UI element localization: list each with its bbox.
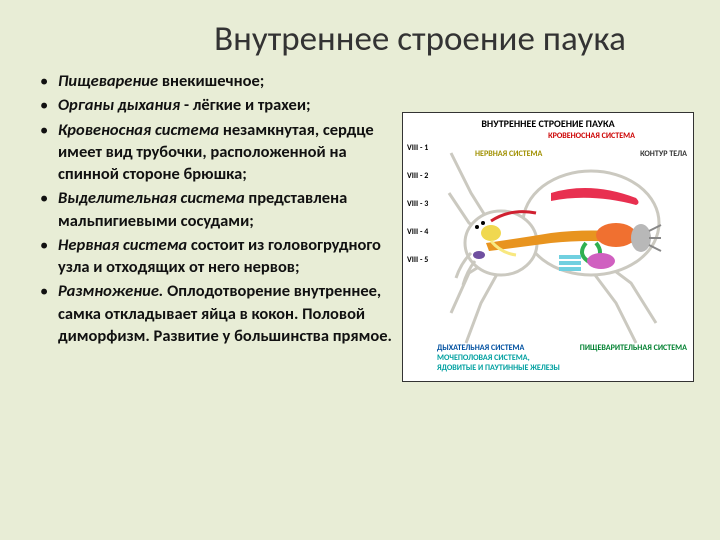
roman-4: VIII - 4 (407, 227, 428, 237)
content-row: Пищеварение внекишечное; Органы дыхания … (0, 70, 720, 382)
label-glands: ЯДОВИТЫЕ И ПАУТИННЫЕ ЖЕЛЕЗЫ (437, 363, 560, 373)
term: Размножение. (58, 281, 163, 301)
page-title: Внутреннее строение паука (0, 0, 720, 70)
bullet-list: Пищеварение внекишечное; Органы дыхания … (40, 70, 402, 382)
spider-anatomy-icon (441, 143, 671, 353)
term: Выделительная система (58, 188, 245, 208)
label-excretory: МОЧЕПОЛОВАЯ СИСТЕМА, (437, 353, 530, 363)
term: Кровеносная система (58, 120, 219, 140)
roman-2: VIII - 2 (407, 171, 428, 181)
rest: внекишечное; (158, 71, 264, 91)
bullet-item: Пищеварение внекишечное; (40, 70, 402, 92)
roman-5: VIII - 5 (407, 255, 428, 265)
rest: - лёгкие и трахеи; (180, 95, 310, 115)
term: Органы дыхания (58, 95, 180, 115)
bullet-item: Кровеносная система незамкнутая, сердце … (40, 119, 402, 186)
bullet-item: Органы дыхания - лёгкие и трахеи; (40, 94, 402, 116)
label-circulatory: КРОВЕНОСНАЯ СИСТЕМА (548, 131, 635, 141)
bullet-item: Нервная система состоит из головогрудног… (40, 234, 402, 279)
term: Пищеварение (58, 71, 158, 91)
roman-3: VIII - 3 (407, 199, 428, 209)
roman-1: VIII - 1 (407, 143, 428, 153)
term: Нервная система (58, 235, 187, 255)
anatomy-diagram: ВНУТРЕННЕЕ СТРОЕНИЕ ПАУКА КРОВЕНОСНАЯ СИ… (402, 112, 694, 382)
diagram-title: ВНУТРЕННЕЕ СТРОЕНИЕ ПАУКА (403, 117, 693, 130)
bullet-item: Размножение. Оплодотворение внутреннее, … (40, 280, 402, 347)
bullet-item: Выделительная система представлена мальп… (40, 187, 402, 232)
